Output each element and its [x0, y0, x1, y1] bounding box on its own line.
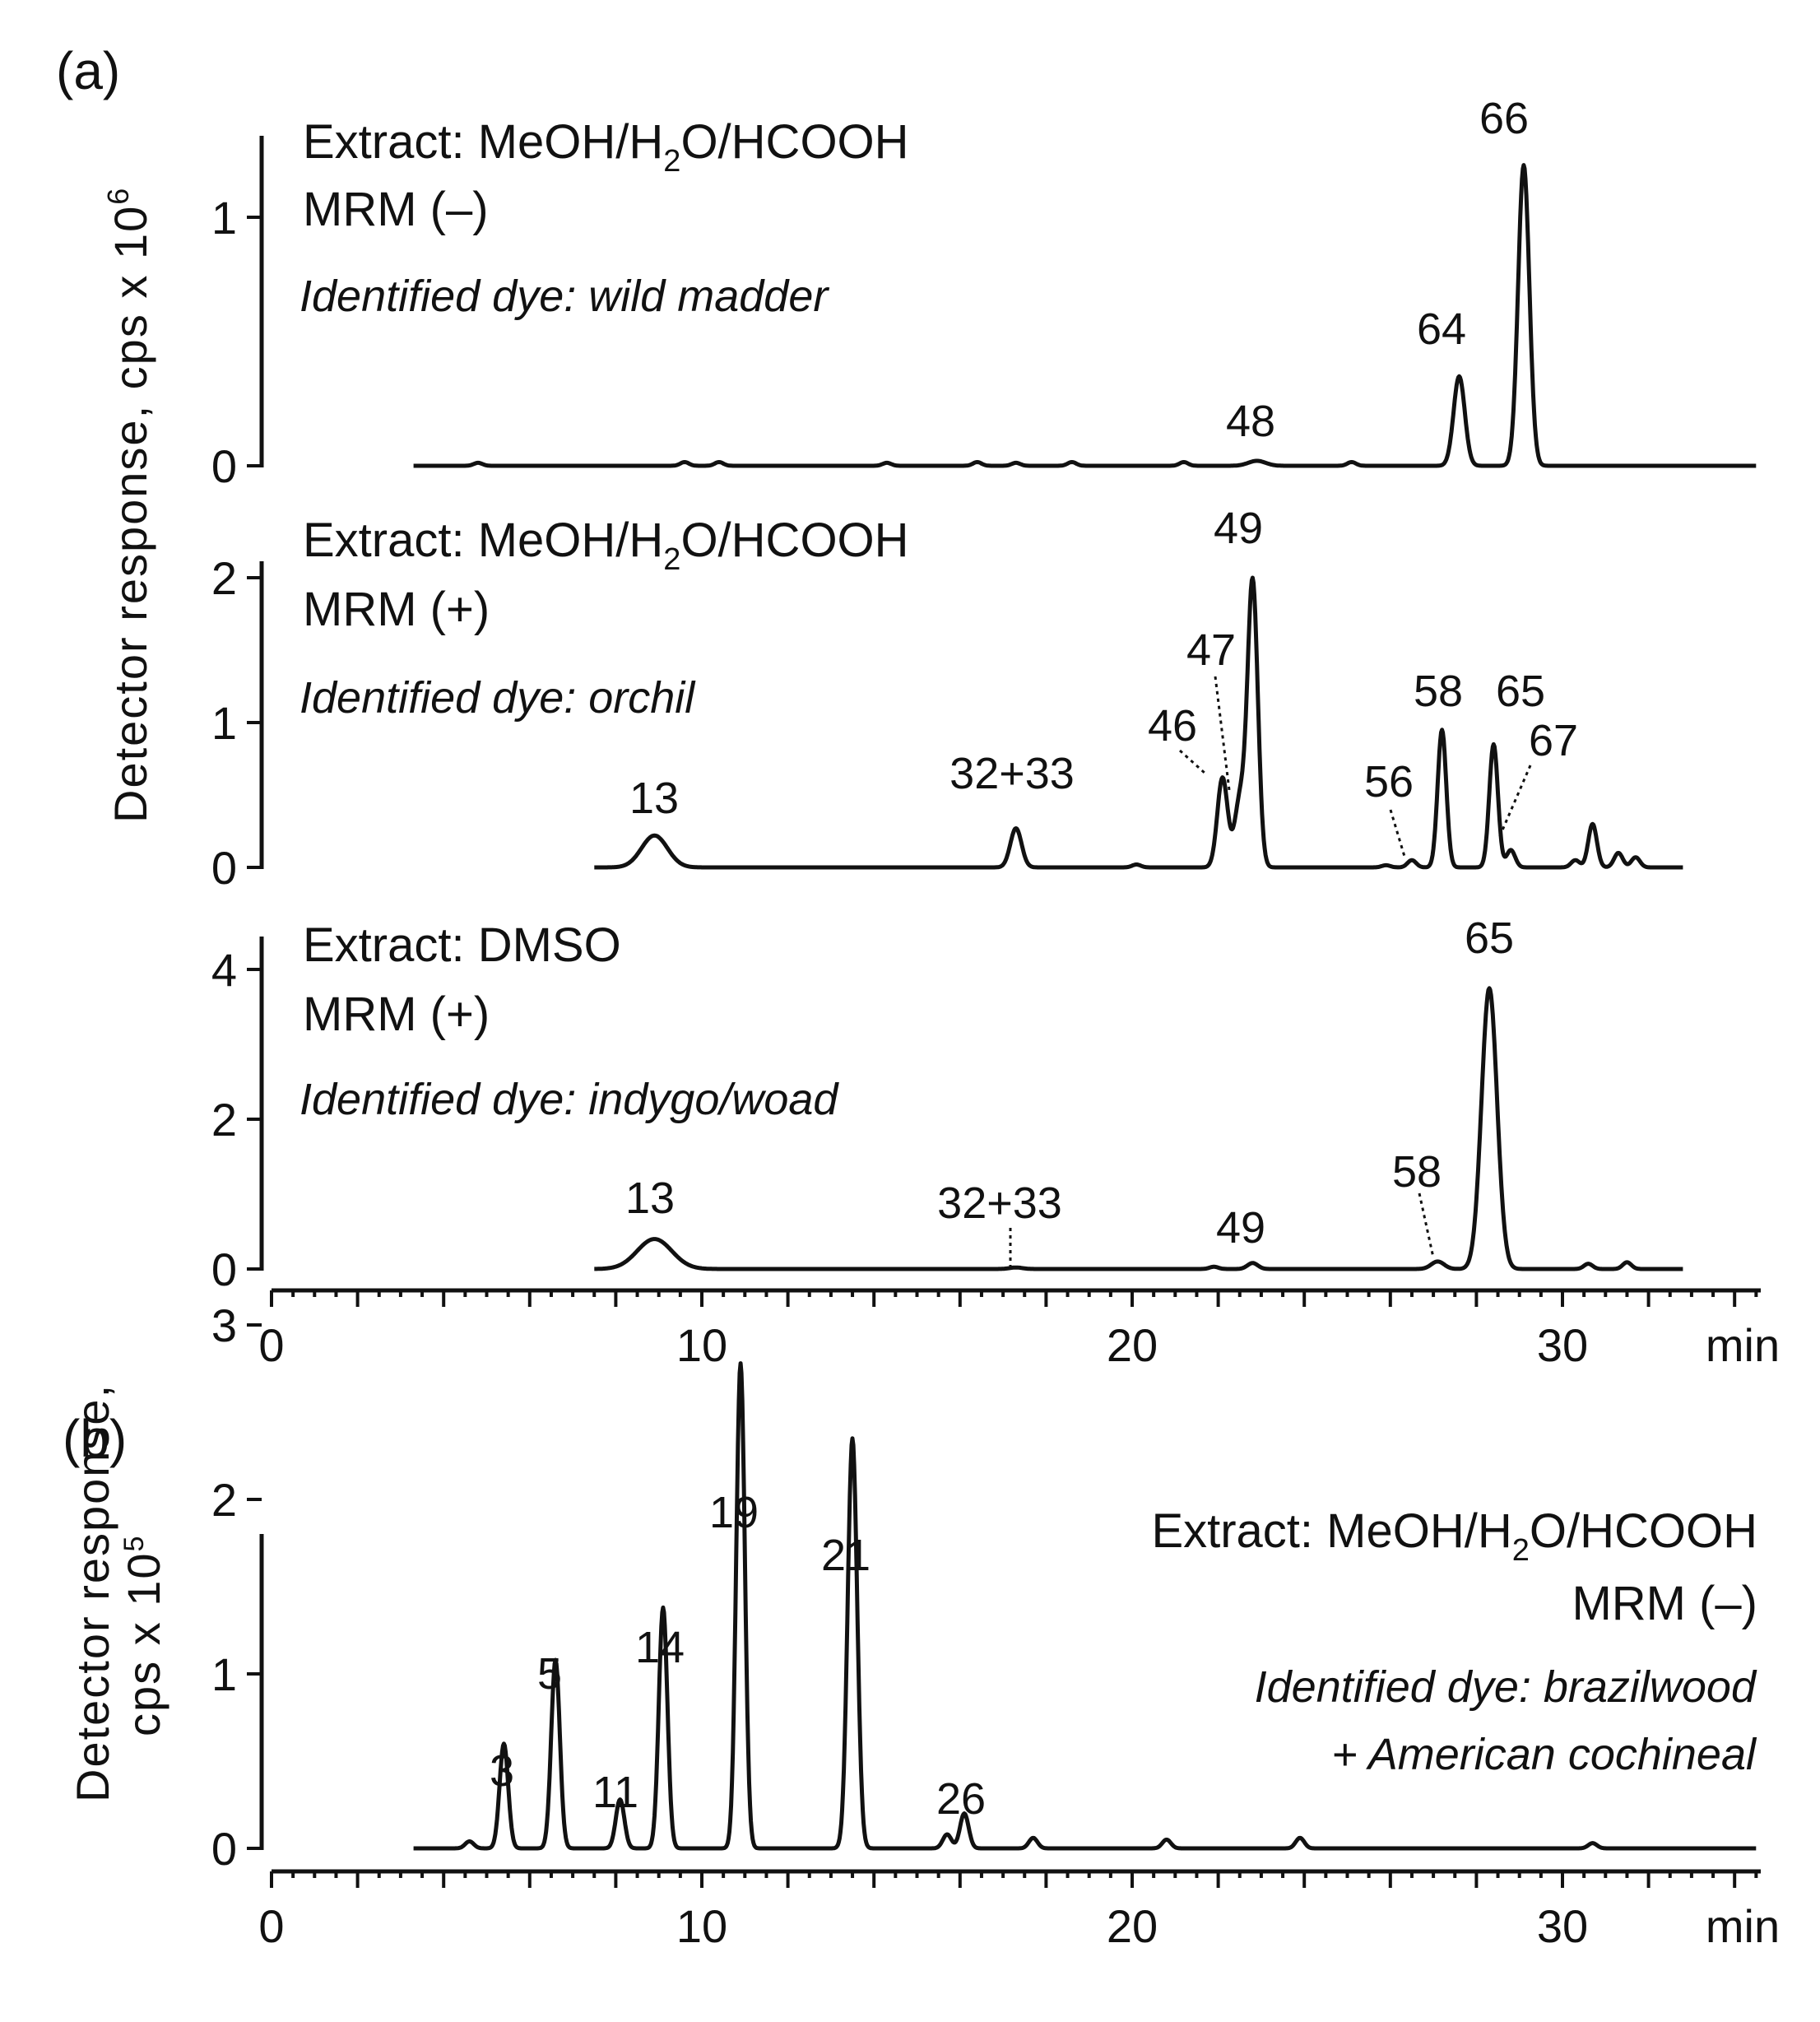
y-tick-label: 1 [211, 192, 237, 244]
orchil-mode-label: MRM (+) [303, 583, 490, 636]
brazilwood-mode-label: MRM (–) [1572, 1577, 1757, 1630]
y-tick-label: 0 [211, 1243, 237, 1295]
peak-label: 65 [1465, 913, 1514, 963]
wild-madder-mode-label: MRM (–) [303, 183, 489, 236]
y-tick-label: 3 [211, 1299, 237, 1351]
panel-b-letter: (b) [63, 1409, 127, 1468]
peak-label: 19 [709, 1488, 759, 1537]
indygo-woad-plot: 0 2 4 13 32+33 49 58 65 [211, 913, 1684, 1295]
indygo-mode-label: MRM (+) [303, 988, 490, 1041]
peak-leader-line [1178, 749, 1207, 775]
brazilwood-dye-line2: + American cochineal [1331, 1730, 1757, 1779]
chromatogram-trace [412, 163, 1757, 468]
peak-label: 13 [629, 774, 679, 823]
indygo-extract-label: Extract: DMSO [303, 918, 621, 972]
y-tick-label: 2 [211, 1094, 237, 1146]
y-tick-label: 1 [211, 1648, 237, 1700]
y-tick-label: 2 [211, 552, 237, 604]
peak-label: 49 [1216, 1203, 1265, 1253]
y-tick-label: 0 [211, 842, 237, 894]
y-tick-label: 1 [211, 697, 237, 749]
subpanel-indygo-woad: Extract: DMSO MRM (+) Identified dye: in… [211, 913, 1684, 1295]
x-axis-unit: min [1706, 1319, 1780, 1371]
wild-madder-extract-label: Extract: MeOH/H2O/HCOOH [303, 115, 909, 179]
x-tick-label: 30 [1537, 1319, 1588, 1371]
y-tick-label: 2 [211, 1474, 237, 1526]
peak-label: 47 [1186, 625, 1236, 675]
orchil-dye-label: Identified dye: orchil [299, 673, 696, 723]
indygo-dye-label: Identified dye: indygo/woad [299, 1075, 839, 1124]
orchil-extract-label: Extract: MeOH/H2O/HCOOH [303, 514, 909, 577]
brazilwood-dye-line1: Identified dye: brazilwood [1255, 1662, 1757, 1712]
peak-label: 64 [1417, 304, 1466, 354]
peak-leader-line [1214, 676, 1231, 791]
subpanel-wild-madder: Extract: MeOH/H2O/HCOOH MRM (–) Identifi… [211, 94, 1757, 492]
y-tick-label: 0 [211, 440, 237, 492]
x-axis-unit: min [1706, 1900, 1780, 1952]
subpanel-orchil: Extract: MeOH/H2O/HCOOH MRM (+) Identifi… [211, 504, 1684, 894]
peak-leader-line [1389, 809, 1407, 860]
panel-b-ylabel-line1: Detector response, [67, 1383, 118, 1802]
peak-leader-line [1497, 765, 1532, 839]
peak-leader-line [1418, 1192, 1435, 1258]
peak-label: 5 [537, 1649, 562, 1699]
panel-a-letter: (a) [56, 41, 120, 100]
x-tick-label: 30 [1537, 1900, 1588, 1952]
y-tick-label: 4 [211, 944, 237, 996]
peak-label: 58 [1392, 1147, 1442, 1197]
brazilwood-extract-label: Extract: MeOH/H2O/HCOOH [1151, 1504, 1757, 1568]
panel-b-time-axis: 0 10 20 30 min [258, 1869, 1780, 1952]
peak-label: 26 [936, 1774, 986, 1824]
subpanel-brazilwood: Extract: MeOH/H2O/HCOOH MRM (–) Identifi… [211, 1299, 1757, 1875]
peak-label: 58 [1414, 667, 1463, 716]
panel-a-ylabel: Detector response, cps x 106 [101, 187, 156, 823]
peak-label: 3 [490, 1746, 514, 1796]
panel-b-ylabel-line2: cps x 105 [118, 1535, 169, 1736]
peak-label: 21 [821, 1531, 871, 1580]
peak-label: 67 [1529, 716, 1578, 765]
x-tick-label: 0 [258, 1900, 284, 1952]
peak-label: 11 [592, 1768, 638, 1817]
peak-label: 66 [1479, 94, 1529, 143]
peak-label: 32+33 [949, 749, 1075, 798]
y-tick-label: 0 [211, 1823, 237, 1875]
wild-madder-dye-label: Identified dye: wild madder [299, 272, 829, 321]
x-tick-label: 0 [258, 1319, 284, 1371]
peak-label: 56 [1364, 757, 1414, 806]
peak-label: 13 [625, 1174, 675, 1223]
wild-madder-plot: 0 1 48 64 66 [211, 94, 1757, 492]
peak-label: 46 [1148, 701, 1197, 751]
x-tick-label: 10 [676, 1319, 727, 1371]
peak-label: 32+33 [937, 1178, 1062, 1228]
chromatogram-trace [592, 986, 1684, 1271]
peak-label: 48 [1226, 397, 1275, 446]
peak-label: 14 [635, 1623, 685, 1672]
x-tick-label: 20 [1107, 1319, 1158, 1371]
peak-label: 65 [1496, 667, 1545, 716]
x-tick-label: 10 [676, 1900, 727, 1952]
panel-a-time-axis: 0 10 20 30 min [258, 1288, 1780, 1371]
chromatogram-trace [412, 1361, 1757, 1851]
peak-label: 49 [1214, 504, 1263, 553]
chromatogram-trace [592, 575, 1684, 870]
x-tick-label: 20 [1107, 1900, 1158, 1952]
